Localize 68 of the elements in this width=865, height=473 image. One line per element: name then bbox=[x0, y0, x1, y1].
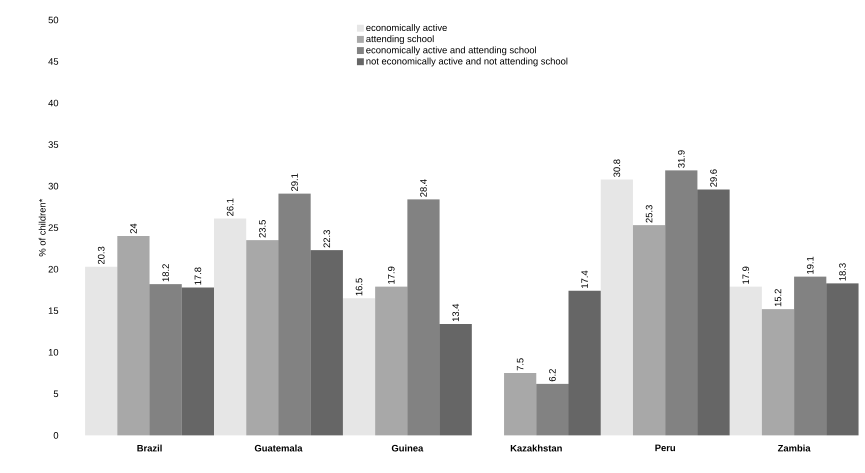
bar bbox=[182, 288, 214, 436]
x-tick-label: Guatemala bbox=[254, 444, 303, 452]
data-label: 25.3 bbox=[646, 205, 652, 223]
y-tick-label: 20 bbox=[48, 266, 58, 273]
y-axis-title: % of children* bbox=[38, 198, 46, 256]
data-label: 24 bbox=[130, 224, 137, 234]
data-label: 28.4 bbox=[420, 179, 427, 197]
bar bbox=[342, 298, 376, 436]
data-label: 6.2 bbox=[549, 369, 556, 382]
y-tick-label: 30 bbox=[48, 182, 58, 190]
y-tick-label: 35 bbox=[48, 141, 58, 148]
data-label: 18.2 bbox=[162, 264, 169, 282]
bar bbox=[632, 225, 666, 436]
y-tick-label: 40 bbox=[48, 100, 58, 106]
legend-label: attending school bbox=[366, 35, 434, 44]
data-label: 17.9 bbox=[388, 266, 395, 284]
y-tick-label: 0 bbox=[54, 432, 58, 439]
x-tick-label: Guinea bbox=[392, 444, 424, 452]
bar bbox=[85, 266, 118, 436]
bar bbox=[375, 286, 408, 436]
y-tick-label: 15 bbox=[48, 308, 58, 314]
bar bbox=[310, 250, 343, 436]
data-label: 23.5 bbox=[259, 220, 266, 238]
y-tick-label: 50 bbox=[48, 16, 58, 24]
data-label: 7.5 bbox=[516, 358, 524, 371]
x-tick-label: Kazakhstan bbox=[510, 444, 562, 452]
bar bbox=[150, 284, 182, 436]
bar bbox=[665, 170, 698, 436]
data-label: 20.3 bbox=[98, 246, 105, 264]
legend-label: economically active and attending school bbox=[366, 46, 536, 56]
data-label: 29.6 bbox=[710, 170, 717, 187]
bar bbox=[697, 190, 730, 436]
data-label: 16.5 bbox=[356, 278, 362, 296]
data-label: 17.4 bbox=[581, 270, 588, 288]
data-label: 18.3 bbox=[839, 263, 846, 281]
bar bbox=[407, 200, 440, 436]
bar bbox=[600, 180, 633, 436]
bar bbox=[794, 276, 826, 436]
bar bbox=[568, 290, 601, 436]
legend-label: not economically active and not attending school bbox=[366, 58, 568, 66]
data-label: 30.8 bbox=[614, 160, 620, 178]
bar bbox=[440, 324, 472, 436]
x-tick-label: Peru bbox=[655, 444, 676, 452]
bar bbox=[730, 286, 762, 436]
bar bbox=[504, 373, 536, 436]
data-label: 13.4 bbox=[452, 304, 460, 322]
data-label: 31.9 bbox=[678, 150, 685, 168]
y-tick-label: 10 bbox=[48, 349, 58, 356]
x-tick-label: Brazil bbox=[137, 444, 162, 452]
bar bbox=[762, 309, 794, 436]
legend-label: economically active bbox=[366, 24, 447, 33]
data-label: 15.2 bbox=[774, 289, 782, 306]
data-label: 17.8 bbox=[194, 268, 202, 285]
data-label: 17.9 bbox=[742, 266, 750, 284]
y-tick-label: 5 bbox=[54, 390, 58, 398]
y-tick-label: 45 bbox=[48, 58, 58, 65]
bar bbox=[246, 240, 278, 436]
bar bbox=[536, 384, 569, 436]
x-tick-label: Zambia bbox=[778, 444, 811, 452]
y-tick-label: 25 bbox=[48, 224, 58, 232]
data-label: 22.3 bbox=[323, 230, 330, 248]
data-label: 19.1 bbox=[806, 256, 814, 274]
data-label: 26.1 bbox=[226, 198, 234, 216]
bar bbox=[278, 194, 311, 436]
bar bbox=[214, 218, 246, 436]
data-label: 29.1 bbox=[291, 174, 298, 192]
bar bbox=[117, 236, 150, 436]
bar bbox=[826, 283, 859, 436]
